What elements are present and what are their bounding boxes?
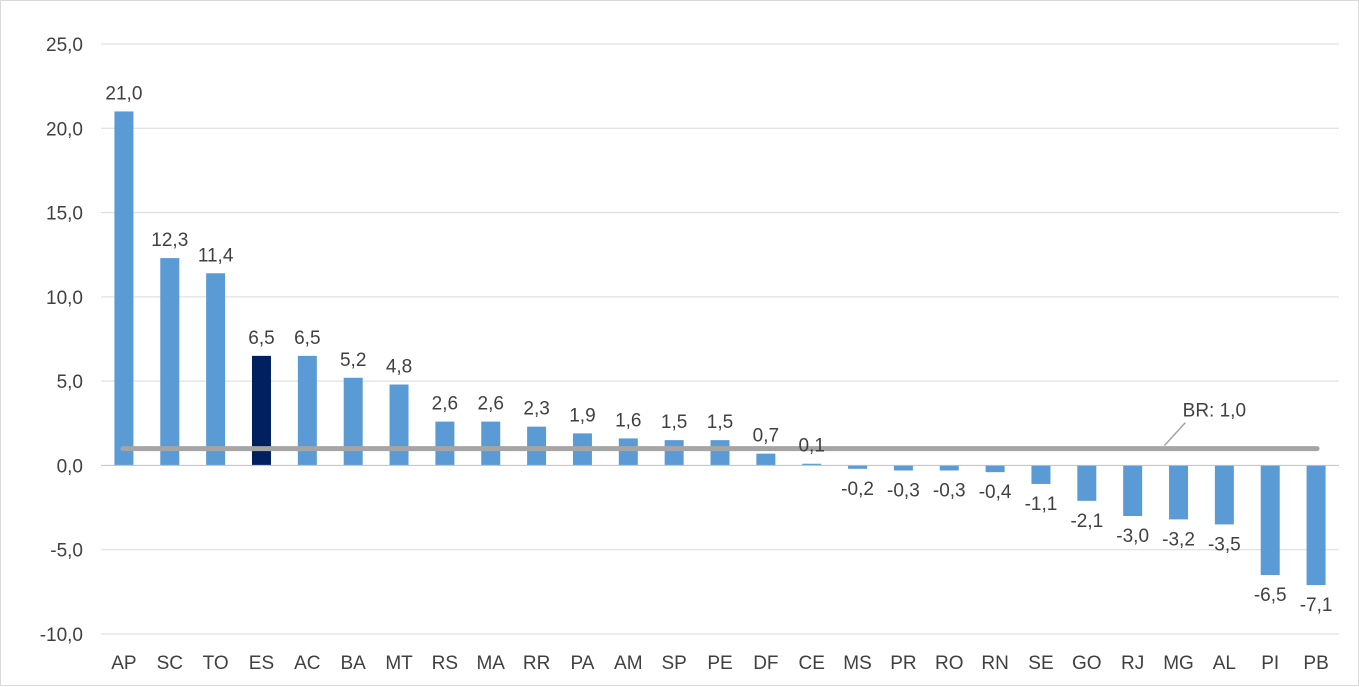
x-category-label: ES: [249, 653, 274, 674]
x-category-label: BA: [341, 653, 367, 674]
data-label: 2,6: [432, 394, 458, 415]
bar-sc: [160, 258, 180, 466]
bar-ac: [297, 355, 317, 466]
data-label: -0,3: [933, 480, 966, 501]
x-category-label: RS: [432, 653, 458, 674]
x-category-label: RN: [981, 653, 1008, 674]
x-category-label: MA: [476, 653, 505, 674]
data-label: -0,3: [887, 480, 920, 501]
data-label: 0,7: [753, 426, 779, 447]
data-label: 1,5: [661, 412, 687, 433]
y-tick-label: 5,0: [57, 372, 83, 393]
data-label: 2,3: [523, 399, 549, 420]
bar-rn: [985, 465, 1005, 473]
data-label: 2,6: [478, 394, 504, 415]
data-label: -2,1: [1070, 511, 1103, 532]
bar-rs: [435, 421, 455, 466]
y-tick-label: 15,0: [46, 204, 83, 225]
bar-pi: [1260, 465, 1280, 575]
x-category-label: MT: [385, 653, 413, 674]
bar-ap: [114, 111, 134, 466]
data-label: -3,0: [1116, 526, 1149, 547]
y-tick-label: 25,0: [46, 35, 83, 56]
x-category-label: PA: [570, 653, 594, 674]
x-category-label: CE: [799, 653, 825, 674]
bar-rr: [527, 426, 547, 466]
data-label: 1,5: [707, 412, 733, 433]
x-category-label: PE: [707, 653, 732, 674]
data-label: 1,9: [569, 405, 595, 426]
data-label: 12,3: [151, 230, 188, 251]
data-label: -0,2: [841, 479, 874, 500]
x-category-label: SE: [1028, 653, 1053, 674]
data-label: 6,5: [248, 328, 274, 349]
bar-df: [756, 453, 776, 466]
bar-ma: [481, 421, 501, 466]
x-category-label: PR: [890, 653, 916, 674]
x-category-label: AL: [1213, 653, 1236, 674]
y-tick-label: -10,0: [40, 625, 83, 646]
bar-se: [1031, 465, 1051, 484]
x-category-label: RJ: [1121, 653, 1144, 674]
data-label: -0,4: [979, 482, 1012, 503]
data-label: -6,5: [1254, 585, 1287, 606]
bar-to: [206, 273, 226, 466]
data-label: -3,5: [1208, 534, 1241, 555]
x-category-label: PI: [1261, 653, 1279, 674]
bar-ro: [939, 465, 959, 471]
x-category-label: RO: [935, 653, 964, 674]
reference-line-label: BR: 1,0: [1183, 401, 1246, 422]
bar-al: [1214, 465, 1234, 525]
x-category-label: AM: [614, 653, 643, 674]
bar-pr: [893, 465, 913, 471]
data-label: 1,6: [615, 410, 641, 431]
x-category-label: AP: [111, 653, 136, 674]
x-category-label: AC: [294, 653, 320, 674]
bar-pe: [710, 440, 730, 466]
bar-rj: [1123, 465, 1143, 516]
x-category-label: PB: [1303, 653, 1328, 674]
x-category-label: GO: [1072, 653, 1102, 674]
x-category-label: MS: [843, 653, 872, 674]
x-category-label: TO: [203, 653, 229, 674]
data-label: 0,1: [798, 436, 824, 457]
data-label: 11,4: [198, 245, 234, 266]
bar-ce: [802, 463, 822, 466]
bar-es: [251, 355, 271, 466]
x-category-label: SC: [157, 653, 183, 674]
data-label: -1,1: [1025, 494, 1058, 515]
x-category-label: RR: [523, 653, 550, 674]
data-label: -3,2: [1162, 529, 1195, 550]
bar-mg: [1169, 465, 1189, 520]
data-label: -7,1: [1300, 595, 1333, 616]
bar-sp: [664, 440, 684, 466]
y-tick-label: -5,0: [50, 541, 83, 562]
data-label: 6,5: [294, 328, 320, 349]
reference-leader-line: [1163, 422, 1186, 447]
data-label: 5,2: [340, 350, 366, 371]
x-category-label: SP: [661, 653, 686, 674]
bar-ba: [343, 377, 363, 466]
data-label: 4,8: [386, 357, 412, 378]
y-tick-label: 0,0: [57, 456, 83, 477]
bar-go: [1077, 465, 1097, 501]
data-label: 21,0: [105, 83, 142, 104]
x-category-label: DF: [753, 653, 778, 674]
bar-mt: [389, 384, 409, 466]
bar-pb: [1306, 465, 1326, 586]
y-tick-label: 20,0: [46, 119, 83, 140]
bar-ms: [848, 465, 868, 469]
y-tick-label: 10,0: [46, 288, 83, 309]
x-category-label: MG: [1163, 653, 1194, 674]
bar-am: [618, 438, 638, 466]
